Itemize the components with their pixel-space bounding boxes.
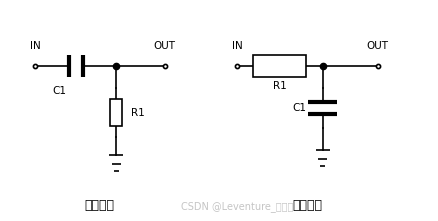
- Bar: [110, 99, 122, 126]
- Text: OUT: OUT: [366, 41, 388, 51]
- Text: OUT: OUT: [153, 41, 175, 51]
- Text: 低通滤波: 低通滤波: [292, 199, 321, 212]
- Text: IN: IN: [30, 41, 40, 51]
- Text: 高通滤波: 高通滤波: [85, 199, 115, 212]
- Text: CSDN @Leventure_轩先生: CSDN @Leventure_轩先生: [180, 201, 293, 212]
- Text: C1: C1: [291, 103, 305, 113]
- Bar: [253, 55, 306, 77]
- Text: R1: R1: [272, 81, 286, 91]
- Text: C1: C1: [52, 86, 66, 96]
- Text: R1: R1: [131, 108, 144, 118]
- Text: IN: IN: [231, 41, 242, 51]
